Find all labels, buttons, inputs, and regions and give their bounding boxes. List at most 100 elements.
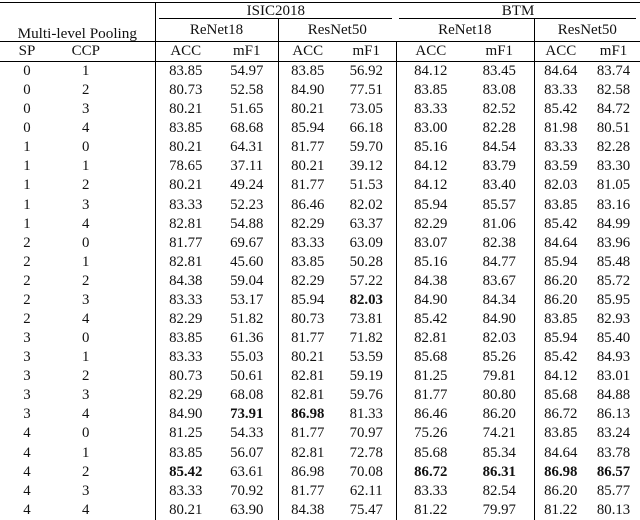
metric-value: 85.42 [544, 215, 578, 232]
metric-value: 54.88 [216, 214, 279, 234]
dataset-header-row: Multi-level Pooling ISIC2018 BTM [0, 2, 640, 42]
table-row: 2 4 82.29 51.82 80.73 73.81 85.42 84.90 83.85 82.… [0, 310, 640, 330]
metric-value: 80.21 [291, 101, 325, 118]
metric-value: 83.33 [169, 349, 203, 366]
sp-value: 3 [23, 406, 31, 423]
metric-value: 83.00 [414, 120, 448, 137]
table-row: 0 2 80.73 52.58 84.90 77.51 83.85 83.08 83.33 82.… [0, 81, 640, 101]
metric-value: 85.42 [169, 463, 203, 480]
metric-value: 82.38 [465, 233, 535, 253]
metric-value: 84.64 [544, 234, 578, 251]
table-row: 1 3 83.33 52.23 86.46 82.02 85.94 85.57 83.85 83.… [0, 195, 640, 215]
sp-value: 3 [23, 349, 31, 366]
metric-value: 39.12 [337, 157, 397, 177]
ccp-value: 4 [54, 119, 156, 139]
metric-value: 82.81 [291, 444, 325, 461]
ccp-value: 0 [54, 329, 156, 349]
metric-value: 83.85 [169, 120, 203, 137]
metric-value: 49.24 [216, 176, 279, 196]
metric-value: 83.85 [544, 425, 578, 442]
metric-value: 84.64 [544, 63, 578, 79]
metric-value: 83.45 [465, 61, 535, 82]
model-header-isic-resnet50: ResNet50 [278, 19, 397, 42]
ccp-value: 3 [54, 481, 156, 501]
metric-value: 81.25 [169, 425, 203, 442]
col-header-mf1: mF1 [216, 41, 279, 62]
table-row: 3 4 84.90 73.91 86.98 81.33 86.46 86.20 86.72 86.… [0, 405, 640, 425]
sp-value: 4 [23, 425, 31, 442]
metric-value: 80.13 [596, 501, 631, 518]
metric-value: 85.34 [465, 443, 535, 463]
metric-value: 84.77 [465, 252, 535, 272]
table-row: 1 0 80.21 64.31 81.77 59.70 85.16 84.54 83.33 82.… [0, 138, 640, 158]
model-header-btm-resnet50: ResNet50 [534, 19, 640, 42]
metric-value: 83.59 [544, 158, 578, 175]
sp-value: 3 [23, 330, 31, 347]
metric-value: 86.20 [544, 482, 578, 499]
ccp-value: 0 [54, 233, 156, 253]
metric-value: 83.67 [465, 271, 535, 291]
metric-value: 86.72 [544, 406, 578, 423]
metric-value: 66.18 [337, 119, 397, 139]
metric-value: 83.33 [169, 196, 203, 213]
metric-value: 54.97 [216, 61, 279, 82]
col-header-mf1: mF1 [465, 41, 535, 62]
ccp-value: 3 [54, 386, 156, 406]
metric-value: 86.31 [465, 462, 535, 482]
sp-value: 3 [23, 368, 31, 385]
metric-value: 81.98 [544, 120, 578, 137]
metric-value: 85.26 [465, 348, 535, 368]
metric-value: 81.77 [291, 139, 325, 156]
metric-value: 85.16 [414, 253, 448, 270]
metric-value: 75.47 [337, 500, 397, 520]
metric-header-row: SP CCP ACC mF1 ACC mF1 ACC mF1 ACC mF1 [0, 41, 640, 62]
metric-value: 86.20 [465, 405, 535, 425]
metric-value: 81.77 [291, 482, 325, 499]
metric-value: 63.37 [337, 214, 397, 234]
metric-value: 79.97 [465, 500, 535, 520]
table-row: 4 2 85.42 63.61 86.98 70.08 86.72 86.31 86.98 86.… [0, 462, 640, 482]
table-row: 2 3 83.33 53.17 85.94 82.03 84.90 84.34 86.20 85.… [0, 290, 640, 311]
metric-value: 82.54 [465, 481, 535, 501]
metric-value: 82.29 [414, 215, 448, 232]
metric-value: 50.61 [216, 367, 279, 387]
metric-value: 84.88 [596, 387, 631, 404]
metric-value: 82.81 [291, 387, 325, 404]
metric-value: 84.90 [291, 82, 325, 99]
table-row: 3 0 83.85 61.36 81.77 71.82 82.81 82.03 85.94 85.… [0, 329, 640, 349]
table-row: 2 1 82.81 45.60 83.85 50.28 85.16 84.77 85.94 85.… [0, 252, 640, 272]
metric-value: 82.28 [596, 139, 631, 156]
metric-value: 83.85 [291, 253, 325, 270]
metric-value: 52.58 [216, 81, 279, 101]
metric-value: 85.72 [596, 272, 631, 289]
table-row: 3 3 82.29 68.08 82.81 59.76 81.77 80.80 85.68 84.… [0, 386, 640, 406]
sp-value: 0 [23, 63, 31, 79]
table-row: 1 4 82.81 54.88 82.29 63.37 82.29 81.06 85.42 84.… [0, 214, 640, 234]
metric-value: 83.16 [596, 196, 631, 213]
metric-value: 83.74 [596, 63, 631, 79]
metric-value: 80.80 [465, 386, 535, 406]
metric-value: 84.34 [465, 290, 535, 311]
metric-value: 84.72 [596, 101, 631, 118]
metric-value: 84.54 [465, 138, 535, 158]
metric-value: 72.78 [337, 443, 397, 463]
metric-value: 86.57 [596, 463, 631, 480]
ccp-value: 3 [54, 195, 156, 215]
metric-value: 70.92 [216, 481, 279, 501]
metric-value: 82.81 [169, 215, 203, 232]
metric-value: 81.05 [596, 177, 631, 194]
table-row: 2 0 81.77 69.67 83.33 63.09 83.07 82.38 84.64 83.… [0, 233, 640, 253]
metric-value: 86.98 [291, 406, 325, 423]
sp-value: 2 [23, 272, 31, 289]
metric-value: 80.73 [169, 368, 203, 385]
metric-value: 61.36 [216, 329, 279, 349]
metric-value: 81.77 [291, 330, 325, 347]
metric-value: 59.04 [216, 271, 279, 291]
metric-value: 86.98 [544, 463, 578, 480]
ccp-value: 4 [54, 310, 156, 330]
metric-value: 78.65 [169, 158, 203, 175]
metric-value: 84.12 [414, 158, 448, 175]
table-row: 4 0 81.25 54.33 81.77 70.97 75.26 74.21 83.85 83.… [0, 424, 640, 444]
metric-value: 82.03 [465, 329, 535, 349]
